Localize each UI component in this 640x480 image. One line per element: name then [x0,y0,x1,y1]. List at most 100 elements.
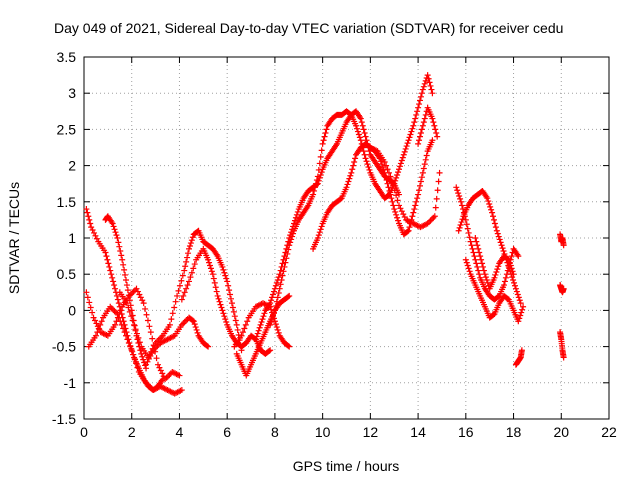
y-tick-label: 2 [68,158,76,174]
data-point [492,271,499,278]
data-point [512,285,519,292]
data-point [219,263,226,270]
y-tick-label: 1.5 [57,194,77,210]
data-point [256,324,263,331]
data-point [423,152,430,159]
data-point [244,318,251,325]
data-point [286,343,293,350]
data-point [516,297,523,304]
data-point [140,356,147,363]
data-point [462,256,469,263]
data-point [485,198,492,205]
data-point [401,148,408,155]
data-point [315,166,322,173]
data-point [168,316,175,323]
data-point [500,248,507,255]
data-point [412,202,419,209]
data-point [226,287,233,294]
data-point [560,354,567,361]
data-point [172,298,179,305]
series-arc-q [462,256,527,325]
data-point [425,75,432,82]
data-point [266,347,273,354]
x-axis-label: GPS time / hours [293,458,400,474]
data-point [283,255,290,262]
data-point [357,115,364,122]
data-point [344,181,351,188]
data-point [352,155,359,162]
data-point [234,326,241,333]
data-point [347,172,354,179]
data-point [123,276,129,283]
data-point [109,274,116,281]
data-point [171,304,178,311]
data-point [518,347,525,354]
data-point [223,275,230,282]
data-point [468,242,475,249]
data-point [117,248,124,255]
y-tick-label: 3 [68,85,76,101]
data-point [418,126,425,133]
data-point [211,279,218,286]
data-point [414,108,421,115]
data-point [279,272,286,279]
data-point [241,325,248,332]
data-point [510,271,517,278]
data-point [385,184,392,191]
data-point [428,86,435,93]
data-point [509,268,516,275]
data-point [267,347,274,354]
data-point [258,318,265,325]
x-tick-label: 10 [315,424,331,440]
data-point [269,316,276,323]
data-point [421,161,428,168]
data-point [393,192,400,199]
data-point [406,134,413,141]
data-point [379,164,386,171]
data-point [114,311,121,318]
data-point [430,119,437,126]
data-point [455,190,462,197]
data-point [388,177,395,184]
data-point [267,300,274,307]
data-point [312,184,318,191]
data-point [233,321,240,328]
data-point [453,184,460,191]
data-point [273,279,280,286]
data-point [121,266,128,273]
data-point [312,180,319,187]
data-point [232,317,239,324]
data-point [356,134,363,141]
data-point [126,297,133,304]
data-point [121,329,128,336]
data-point [212,284,219,291]
data-point [189,317,196,324]
data-point [274,294,281,301]
data-point [462,216,469,223]
data-point [311,187,318,194]
data-point [275,329,282,336]
data-point [267,321,274,328]
data-point [560,242,567,249]
data-point [181,267,188,274]
data-point [181,289,188,296]
x-tick-label: 16 [458,424,474,440]
data-point [115,314,122,321]
data-point [225,282,232,289]
data-point [149,335,156,342]
data-point [118,321,125,328]
series-arc-n [415,104,441,147]
data-point [419,86,426,93]
data-point [125,292,132,299]
data-point [186,242,193,249]
data-point [394,172,401,179]
data-point [473,238,480,245]
data-point [492,224,499,231]
data-point [87,220,94,227]
data-point [391,187,398,194]
data-point [466,268,473,275]
data-point [406,224,413,231]
data-point [218,304,225,311]
data-point [287,239,294,246]
data-point [493,269,500,276]
